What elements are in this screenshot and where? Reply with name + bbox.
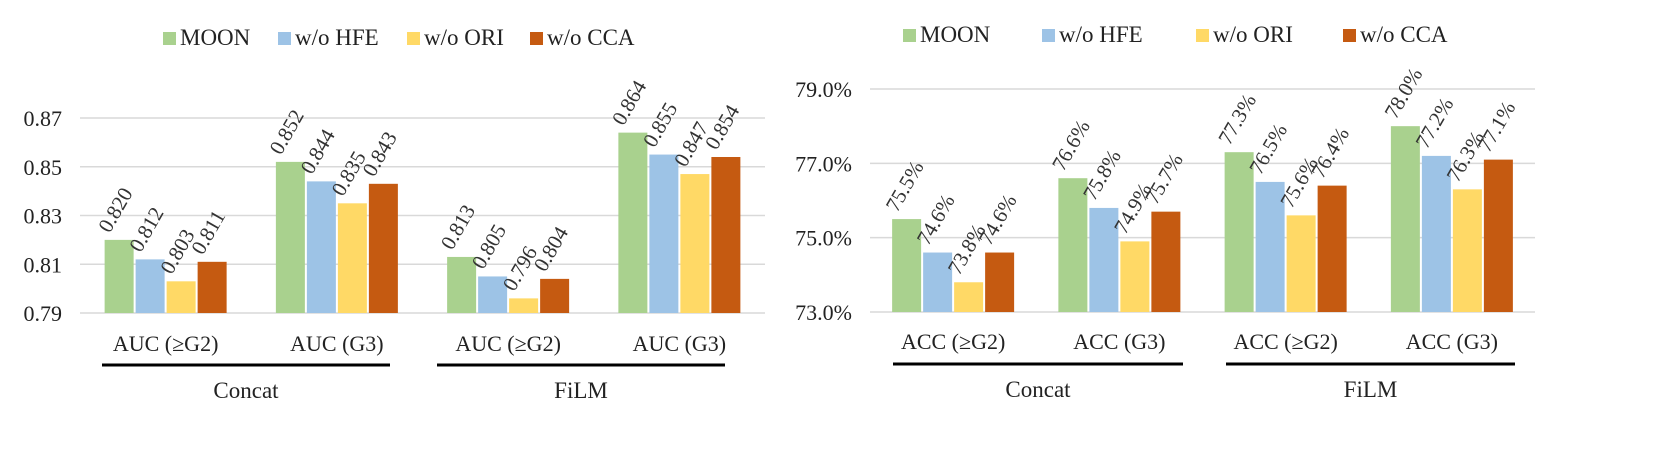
group-label: FiLM (1344, 377, 1398, 402)
y-tick-label: 73.0% (795, 300, 852, 325)
data-label: 0.804 (529, 222, 574, 275)
chart-1: 0.790.810.830.850.870.8200.8120.8030.811… (24, 25, 765, 403)
x-tick-label: ACC (G3) (1406, 329, 1498, 354)
data-label: 77.3% (1213, 90, 1261, 149)
y-tick-label: 75.0% (795, 226, 852, 251)
data-label: 75.8% (1078, 145, 1126, 204)
data-label: 0.855 (638, 98, 682, 151)
y-tick-label: 0.79 (24, 301, 63, 326)
bar (1286, 215, 1316, 312)
x-tick-label: AUC (≥G2) (455, 331, 561, 356)
bar (1390, 126, 1420, 313)
legend: MOON w/o HFE w/o ORI w/o CCA (163, 25, 635, 50)
bar (954, 282, 984, 312)
bar (509, 298, 539, 313)
data-label: 0.852 (264, 105, 308, 158)
data-label: 0.844 (295, 125, 340, 178)
group-label: Concat (213, 378, 279, 403)
bar (892, 219, 922, 312)
data-label: 0.811 (186, 206, 230, 258)
legend-swatch (1042, 29, 1055, 42)
bar (1483, 159, 1513, 312)
y-tick-label: 0.83 (24, 204, 63, 229)
bar (1058, 178, 1088, 312)
legend-label: w/o CCA (1360, 22, 1448, 47)
legend-label: w/o HFE (1059, 22, 1143, 47)
x-tick-label: AUC (G3) (633, 331, 727, 356)
legend-label: w/o ORI (424, 25, 504, 50)
legend-label: MOON (920, 22, 991, 47)
x-tick-label: AUC (≥G2) (113, 331, 219, 356)
legend-swatch (530, 32, 543, 45)
data-label: 77.1% (1472, 97, 1520, 156)
data-label: 77.2% (1410, 93, 1458, 152)
bar (104, 239, 134, 313)
bar (337, 203, 367, 313)
legend-label: MOON (180, 25, 251, 50)
legend-swatch (1343, 29, 1356, 42)
y-tick-label: 77.0% (795, 151, 852, 176)
y-tick-label: 0.87 (24, 106, 63, 131)
legend-swatch (1196, 29, 1209, 42)
bar (1421, 155, 1451, 312)
bar (478, 276, 508, 313)
bar (368, 183, 398, 313)
data-label: 0.820 (93, 183, 137, 236)
data-label: 0.812 (124, 203, 168, 256)
bar (1151, 211, 1181, 312)
bar (135, 259, 165, 313)
x-tick-label: ACC (G3) (1073, 329, 1165, 354)
x-tick-label: AUC (G3) (290, 331, 384, 356)
bar (447, 256, 477, 313)
bar (1317, 185, 1347, 312)
data-label: 76.5% (1244, 119, 1292, 178)
bar (275, 161, 305, 313)
y-tick-label: 0.85 (24, 155, 63, 180)
group-label: Concat (1005, 377, 1071, 402)
bar (1452, 189, 1482, 312)
data-label: 0.813 (436, 201, 480, 254)
data-label: 0.843 (357, 127, 401, 180)
legend-label: w/o ORI (1213, 22, 1293, 47)
bar (197, 261, 227, 313)
bar (540, 278, 570, 313)
bar (166, 281, 196, 313)
data-label: 76.4% (1306, 123, 1354, 182)
bar (649, 154, 679, 313)
bar (711, 157, 741, 313)
legend-label: w/o CCA (547, 25, 635, 50)
bar (985, 252, 1015, 312)
chart-2: 73.0%75.0%77.0%79.0%75.5%74.6%73.8%74.6%… (795, 22, 1535, 402)
data-label: 78.0% (1379, 64, 1427, 123)
legend-swatch (407, 32, 420, 45)
data-label: 76.6% (1047, 116, 1095, 175)
bar (1089, 207, 1119, 312)
bar (680, 174, 710, 313)
legend-swatch (278, 32, 291, 45)
bar (1255, 181, 1285, 312)
legend-swatch (163, 32, 176, 45)
y-tick-label: 0.81 (24, 252, 63, 277)
data-label: 75.5% (881, 157, 929, 216)
y-tick-label: 79.0% (795, 77, 852, 102)
group-label: FiLM (554, 378, 608, 403)
x-tick-label: ACC (≥G2) (1233, 329, 1337, 354)
data-label: 0.864 (607, 76, 652, 129)
bar (618, 132, 648, 313)
legend-label: w/o HFE (295, 25, 379, 50)
data-label: 74.6% (974, 190, 1022, 249)
bar (923, 252, 953, 312)
bar (1120, 241, 1150, 312)
legend: MOON w/o HFE w/o ORI w/o CCA (903, 22, 1448, 47)
x-tick-label: ACC (≥G2) (901, 329, 1005, 354)
bar (306, 181, 336, 313)
data-label: 75.7% (1140, 149, 1188, 208)
bar (1224, 152, 1254, 312)
legend-swatch (903, 29, 916, 42)
